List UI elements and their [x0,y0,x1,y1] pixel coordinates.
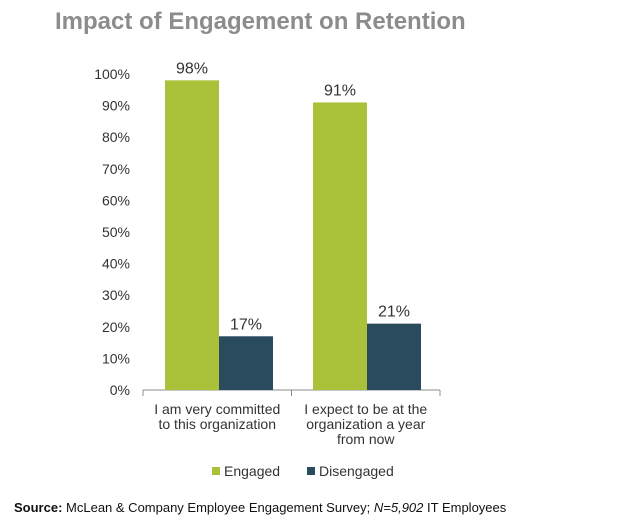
data-label: 17% [230,316,262,333]
y-tick-label: 10% [102,350,130,366]
x-tick-label: from now [337,431,395,447]
y-tick-label: 20% [102,319,130,335]
x-tick-label: to this organization [158,416,276,432]
y-tick-label: 40% [102,256,130,272]
bar-engaged [165,80,219,390]
legend-label-engaged: Engaged [224,463,280,479]
legend-label-disengaged: Disengaged [319,463,394,479]
source-suffix: IT Employees [427,500,507,515]
data-label: 98% [176,60,208,77]
y-tick-label: 70% [102,161,130,177]
sample-size: N=5,902 [373,500,424,515]
source-label: Source: [14,500,63,515]
bar-disengaged [219,336,273,390]
source-text: McLean & Company Employee Engagement Sur… [66,500,371,515]
data-label: 91% [324,82,356,99]
legend-swatch-engaged [212,467,220,475]
bar-engaged [313,102,367,390]
x-tick-label: I expect to be at the [304,401,427,417]
y-tick-label: 90% [102,98,130,114]
y-tick-label: 50% [102,224,130,240]
y-tick-label: 30% [102,287,130,303]
legend-swatch-disengaged [307,467,315,475]
source-note: Source: McLean & Company Employee Engage… [14,500,506,515]
chart-title: Impact of Engagement on Retention [55,8,466,35]
x-tick-label: organization a year [306,416,425,432]
y-tick-label: 60% [102,192,130,208]
bar-disengaged [367,323,421,390]
data-label: 21% [378,304,410,321]
y-tick-label: 80% [102,129,130,145]
y-tick-label: 0% [110,382,130,398]
y-tick-label: 100% [94,66,130,82]
bar-chart: 0% 10% 20% 30% 40% 50% 60% 70% 80% 90% 100% 98% 91% 1… [94,60,441,479]
x-tick-label: I am very committed [154,401,280,417]
